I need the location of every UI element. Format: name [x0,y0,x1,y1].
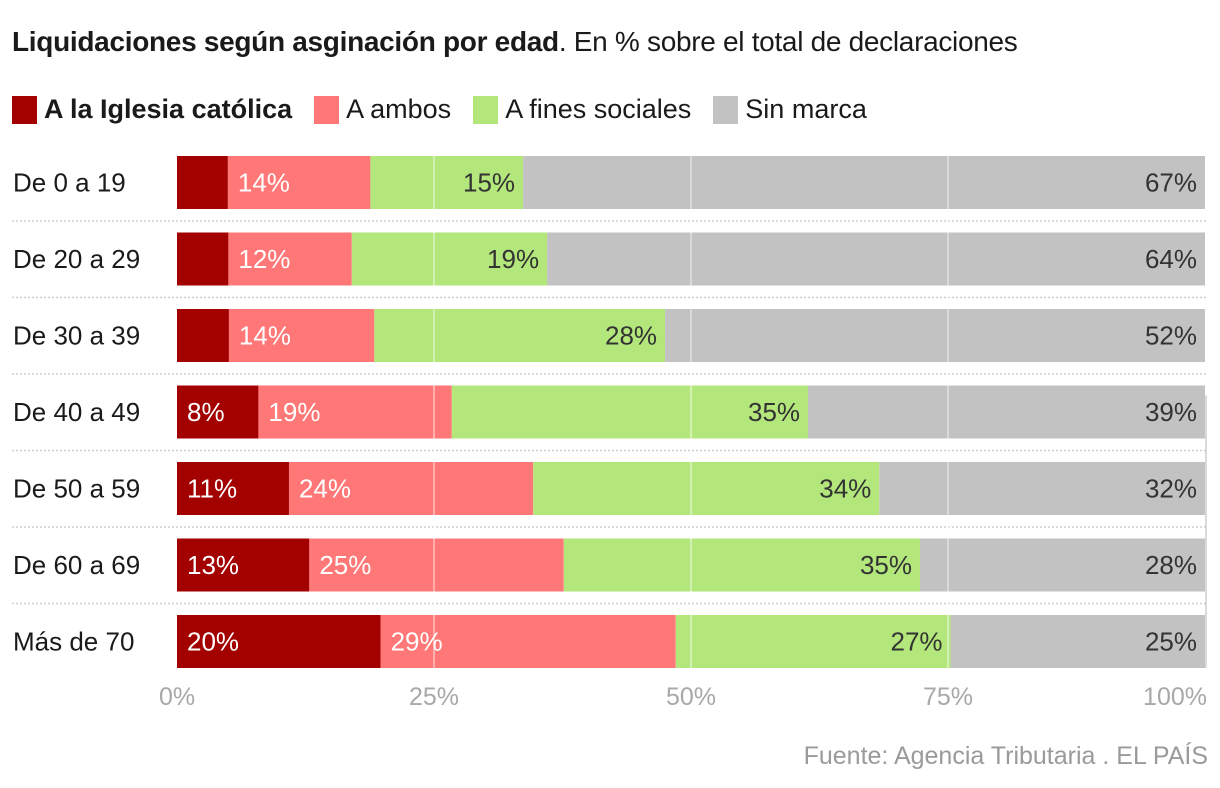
data-label: 19% [487,244,539,274]
legend-label: A la Iglesia católica [44,94,293,124]
bar-segment [177,538,310,592]
bar-segment [808,385,1205,439]
category-label: De 50 a 59 [13,474,140,504]
data-label: 14% [239,321,291,351]
bar-segment [177,309,229,362]
data-label: 64% [1145,244,1197,274]
chart-subtitle: . En % sobre el total de declaraciones [558,26,1018,57]
bar-segment [177,232,229,286]
data-label: 25% [319,550,371,580]
data-label: 14% [238,168,290,198]
data-label: 29% [391,627,443,657]
bar-segment [380,615,676,668]
bar-segment [675,615,951,668]
bar-segment [370,156,524,209]
bar-segment [920,538,1205,592]
bar-segment [351,232,548,286]
bar-segment [523,156,1205,209]
category-label: Más de 70 [13,627,134,657]
bar-segment [227,156,371,209]
legend-swatch [473,95,499,124]
legend-label: A ambos [346,94,452,124]
x-tick-label: 25% [409,683,459,711]
bar-segment [177,385,259,439]
data-label: 52% [1145,321,1197,351]
data-label: 27% [890,627,942,657]
legend-swatch [12,95,37,124]
category-label: De 30 a 39 [13,321,140,351]
legend: A la Iglesia católica A ambos A fines so… [12,94,889,125]
bar-segment [288,462,534,515]
data-label: 28% [605,321,657,351]
data-label: 67% [1145,168,1197,198]
data-label: 15% [463,168,515,198]
source-note: Fuente: Agencia Tributaria . EL PAÍS [803,742,1208,770]
legend-label: A fines sociales [505,94,692,124]
bar-segment [177,462,289,515]
chart-title: Liquidaciones según asginación por edad.… [12,26,1018,58]
data-label: 25% [1145,627,1197,657]
data-label: 11% [187,474,237,504]
x-tick-label: 50% [666,683,716,711]
legend-swatch [713,95,739,124]
data-label: 8% [187,397,225,427]
legend-label: Sin marca [745,94,867,124]
data-label: 35% [860,550,912,580]
bar-segment [177,156,228,209]
chart-title-bold: Liquidaciones según asginación por edad [12,26,559,57]
category-label: De 20 a 29 [13,244,140,274]
bar-segment [309,538,564,592]
data-label: 19% [268,397,320,427]
data-label: 32% [1145,474,1197,504]
category-label: De 40 a 49 [13,397,140,427]
data-label: 28% [1145,550,1197,580]
bar-segment [177,615,381,668]
legend-item-ambos: A ambos [314,94,451,125]
data-label: 24% [299,474,351,504]
data-label: 20% [187,627,239,657]
data-label: 12% [238,244,290,274]
bar-segment [374,309,666,362]
bar-segment [258,385,452,439]
data-label: 13% [187,550,239,580]
category-label: De 60 a 69 [13,550,140,580]
bar-segment [228,232,352,286]
data-label: 34% [819,474,871,504]
x-tick-label: 0% [159,683,195,711]
legend-item-iglesia: A la Iglesia católica [12,94,292,125]
bar-segment [665,309,1205,362]
bar-segment [547,232,1205,286]
bar-segment [533,462,880,515]
legend-item-sin-marca: Sin marca [713,94,867,125]
x-tick-label: 75% [923,683,973,711]
legend-swatch [314,95,340,124]
bar-segment [950,615,1205,668]
legend-item-fines-sociales: A fines sociales [473,94,691,125]
data-label: 35% [748,397,800,427]
data-label: 39% [1145,397,1197,427]
bar-segment [228,309,375,362]
bar-segment [563,538,921,592]
category-label: De 0 a 19 [13,168,126,198]
bar-segment [451,385,809,439]
bar-segment [879,462,1205,515]
x-tick-label: 100% [1143,683,1207,711]
